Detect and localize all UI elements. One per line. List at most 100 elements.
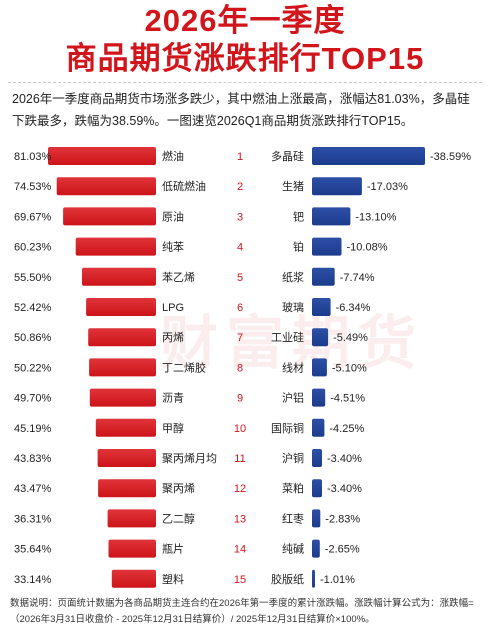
loss-value-label: -6.34% — [336, 302, 371, 314]
loss-bar — [312, 207, 351, 226]
loss-bar — [312, 418, 325, 437]
loss-bar — [312, 237, 342, 256]
loss-value-label: -10.08% — [347, 242, 388, 254]
watermark: 财富期货 — [160, 311, 425, 376]
intro-text: 2026年一季度商品期货市场涨多跌少，其中燃油上涨最高，涨幅达81.03%，多晶… — [12, 92, 470, 128]
gain-category-label: 甲醇 — [162, 421, 184, 435]
loss-category-label: 纯碱 — [282, 543, 304, 556]
gain-bar — [89, 388, 156, 407]
loss-bar — [312, 267, 335, 286]
loss-category-label: 国际铜 — [271, 421, 304, 435]
gain-value-label: 55.50% — [14, 272, 52, 284]
gain-category-label: 丁二烯胶 — [162, 360, 206, 374]
gain-bar — [95, 418, 156, 437]
gain-value-label: 69.67% — [14, 211, 52, 223]
loss-bar — [312, 358, 327, 377]
loss-value-label: -2.65% — [325, 544, 360, 556]
loss-value-label: -38.59% — [430, 151, 471, 163]
gain-value-label: 52.42% — [14, 302, 52, 314]
gain-bar — [48, 147, 156, 165]
rank-number: 2 — [237, 181, 243, 193]
loss-bar — [312, 509, 321, 528]
loss-category-label: 多晶硅 — [271, 149, 304, 163]
loss-category-label: 菜粕 — [282, 481, 304, 495]
gain-bar — [107, 509, 156, 528]
title-divider — [8, 82, 482, 83]
rank-number: 4 — [237, 242, 243, 254]
loss-bar — [312, 177, 362, 196]
gain-value-label: 43.83% — [14, 453, 52, 465]
loss-bar — [312, 569, 315, 588]
loss-value-label: -1.01% — [320, 574, 355, 586]
gain-bar — [75, 237, 156, 256]
loss-category-label: 红枣 — [282, 512, 304, 525]
loss-value-label: -3.40% — [327, 453, 362, 465]
gain-bar — [108, 539, 156, 558]
gain-value-label: 43.47% — [14, 483, 52, 495]
rank-number: 9 — [237, 393, 243, 405]
rank-number: 1 — [237, 151, 243, 163]
gain-bar — [88, 328, 156, 347]
loss-bar — [312, 539, 320, 558]
loss-category-label: 胶版纸 — [271, 572, 304, 586]
loss-value-label: -4.25% — [329, 423, 364, 435]
page-title-line2: 商品期货涨跌排行TOP15 — [65, 41, 425, 76]
gain-category-label: 纯苯 — [162, 240, 184, 254]
rank-number: 14 — [234, 544, 246, 556]
gain-category-label: LPG — [162, 302, 184, 314]
gain-value-label: 74.53% — [14, 181, 52, 193]
page-title-line1: 2026年一季度 — [144, 3, 346, 38]
loss-bar — [312, 298, 331, 316]
loss-bar — [312, 328, 329, 347]
loss-value-label: -5.49% — [333, 332, 368, 344]
gain-category-label: 乙二醇 — [162, 511, 195, 525]
rank-number: 15 — [234, 574, 246, 586]
footnote: 数据说明：页面统计数据为各商品期货主连合约在2026年第一季度的累计涨跌幅。涨跌… — [10, 598, 474, 625]
gain-bar — [97, 449, 156, 467]
gain-category-label: 沥青 — [162, 392, 184, 405]
rank-number: 5 — [237, 272, 243, 284]
loss-value-label: -4.51% — [330, 393, 365, 405]
gain-value-label: 50.22% — [14, 362, 52, 374]
loss-category-label: 工业硅 — [271, 331, 304, 344]
loss-category-label: 玻璃 — [282, 300, 304, 314]
gain-value-label: 36.31% — [14, 513, 52, 525]
loss-bar — [312, 147, 425, 165]
rank-number: 13 — [234, 513, 246, 525]
gain-value-label: 33.14% — [14, 574, 52, 586]
gain-bar — [89, 358, 156, 377]
loss-category-label: 纸浆 — [282, 270, 304, 284]
loss-category-label: 沪铝 — [282, 391, 304, 405]
gain-category-label: 低硫燃油 — [162, 179, 206, 193]
loss-bar — [312, 479, 322, 498]
gain-category-label: 聚丙烯月均 — [162, 452, 217, 465]
loss-value-label: -17.03% — [367, 181, 408, 193]
gain-bar — [86, 298, 156, 316]
rank-number: 6 — [237, 302, 243, 314]
loss-category-label: 线材 — [282, 360, 304, 374]
gain-value-label: 60.23% — [14, 242, 52, 254]
gain-bar — [98, 479, 156, 498]
loss-value-label: -2.83% — [325, 513, 360, 525]
gain-value-label: 49.70% — [14, 393, 52, 405]
gain-value-label: 45.19% — [14, 423, 52, 435]
rank-number: 11 — [234, 453, 245, 465]
loss-value-label: -7.74% — [340, 272, 375, 284]
rank-number: 8 — [237, 362, 243, 374]
gain-value-label: 50.86% — [14, 332, 52, 344]
gain-category-label: 塑料 — [162, 572, 184, 586]
loss-bar — [312, 449, 322, 467]
loss-value-label: -3.40% — [327, 483, 362, 495]
rank-number: 3 — [237, 211, 243, 223]
gain-category-label: 瓶片 — [162, 542, 184, 556]
gain-category-label: 丙烯 — [162, 331, 184, 344]
loss-category-label: 钯 — [293, 210, 304, 223]
rank-number: 12 — [234, 483, 246, 495]
loss-bar — [312, 388, 326, 407]
loss-value-label: -5.10% — [332, 362, 367, 374]
gain-value-label: 81.03% — [14, 151, 52, 163]
gain-category-label: 苯乙烯 — [162, 270, 195, 284]
gain-bar — [63, 207, 156, 226]
loss-value-label: -13.10% — [355, 211, 396, 223]
